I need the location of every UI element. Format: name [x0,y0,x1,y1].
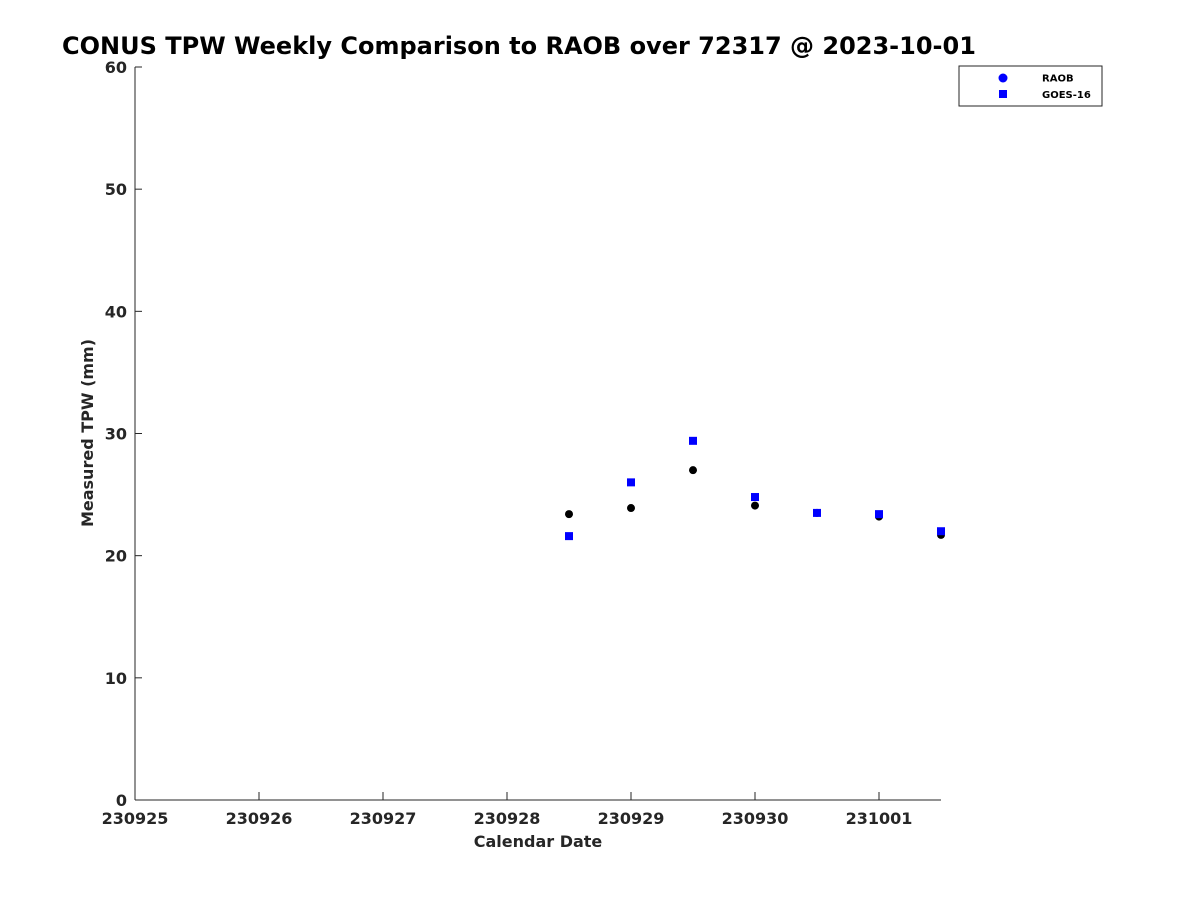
y-tick-label: 20 [105,547,127,566]
x-tick-label: 230929 [598,809,665,828]
legend-box [958,65,1103,107]
goes16-point [875,510,883,519]
x-tick-label: 230930 [722,809,789,828]
x-tick-label: 230928 [474,809,541,828]
legend-raob-marker [998,73,1008,83]
y-tick-label: 30 [105,425,127,444]
y-tick-label: 60 [105,58,127,77]
raob-point [751,501,759,510]
goes16-point [813,508,821,517]
y-tick-label: 40 [105,302,127,321]
x-tick-label: 231001 [846,809,913,828]
raob-point [565,510,573,519]
raob-point [689,466,697,475]
legend: RAOB GOES-16 [958,65,1103,107]
goes16-point [565,532,573,541]
y-axis-label: Measured TPW (mm) [78,339,97,527]
x-tick-label: 230927 [350,809,417,828]
legend-raob-label: RAOB [1042,74,1074,85]
data-points [565,436,945,541]
goes16-point [627,478,635,487]
goes16-point [937,527,945,536]
y-tick-label: 10 [105,669,127,688]
plot-area [134,67,941,801]
goes16-point [689,436,697,445]
goes16-point [751,493,759,502]
x-tick-label: 230926 [226,809,293,828]
x-tick-label: 230925 [102,809,169,828]
y-tick-label: 0 [116,791,127,810]
legend-goes16-label: GOES-16 [1042,90,1091,101]
legend-goes16-marker [999,90,1007,98]
x-axis-ticks: 230925 230926 230927 230928 230929 230930 2310… [102,792,913,828]
y-axis-ticks: 0 10 20 30 40 50 60 [105,58,142,810]
y-tick-label: 50 [105,180,127,199]
raob-point [627,504,635,513]
x-axis-label: Calendar Date [474,832,603,851]
chart-title: CONUS TPW Weekly Comparison to RAOB over… [62,32,976,60]
